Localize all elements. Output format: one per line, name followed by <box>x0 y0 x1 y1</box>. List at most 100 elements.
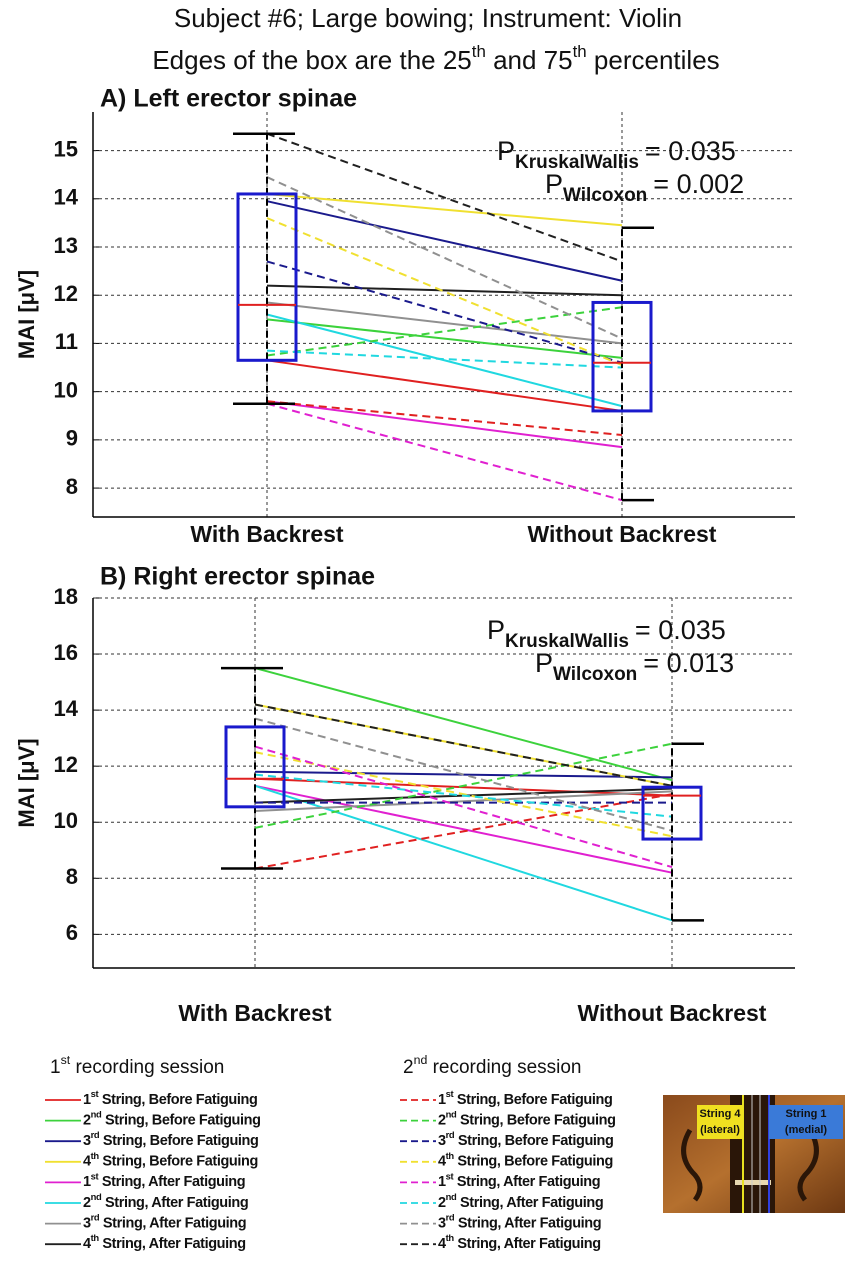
y-tick-label: 14 <box>54 185 79 210</box>
series-line <box>266 132 623 263</box>
superscript: nd <box>414 1053 428 1067</box>
y-tick-label: 6 <box>66 920 78 945</box>
panel-title: B) Right erector spinae <box>100 563 375 591</box>
y-tick-label: 12 <box>54 752 78 777</box>
stat-value: = 0.035 <box>645 136 736 166</box>
box <box>591 300 653 413</box>
superscript: nd <box>91 1109 102 1120</box>
violin-image: String 4 (lateral) String 1 (medial) <box>663 1095 845 1213</box>
legend-heading: 1st recording session <box>50 1053 224 1078</box>
main-title: Subject #6; Large bowing; Instrument: Vi… <box>174 3 682 33</box>
superscript: st <box>446 1088 455 1099</box>
stat-subscript: Wilcoxon <box>563 185 647 206</box>
y-tick-label: 13 <box>54 233 78 258</box>
series-line <box>266 200 623 282</box>
label-box <box>697 1105 743 1139</box>
stat-subscript: KruskalWallis <box>515 152 639 173</box>
y-tick-label: 8 <box>66 474 78 499</box>
image-label: (medial) <box>785 1124 828 1136</box>
superscript: th <box>91 1232 100 1243</box>
series-line <box>254 784 673 922</box>
stat-subscript: Wilcoxon <box>553 664 637 685</box>
x-tick-label: With Backrest <box>178 1000 332 1026</box>
series-line <box>254 777 673 797</box>
superscript: th <box>573 42 587 61</box>
legend-entry: 4th String, After Fatiguing <box>438 1232 601 1252</box>
y-tick-label: 16 <box>54 640 78 665</box>
superscript: st <box>91 1170 100 1181</box>
panel-title: A) Left erector spinae <box>100 85 357 113</box>
legend-entry: 1st String, Before Fatiguing <box>83 1088 257 1108</box>
legend-entry: 1st String, Before Fatiguing <box>438 1088 612 1108</box>
series-line <box>266 306 623 357</box>
series-line <box>254 784 673 874</box>
stat-value: = 0.013 <box>643 648 734 678</box>
superscript: th <box>91 1150 100 1161</box>
superscript: st <box>446 1170 455 1181</box>
legend-entry: 2nd String, Before Fatiguing <box>83 1109 261 1129</box>
x-tick-label: Without Backrest <box>578 1000 767 1026</box>
legend-entry: 1st String, After Fatiguing <box>438 1170 600 1190</box>
legend-entry: 3rd String, Before Fatiguing <box>83 1129 258 1149</box>
legend-entry: 1st String, After Fatiguing <box>83 1170 245 1190</box>
y-tick-label: 12 <box>54 281 78 306</box>
y-axis-label: MAI [μV] <box>14 270 39 359</box>
series-line <box>266 400 623 437</box>
legend-entry: 4th String, Before Fatiguing <box>83 1150 258 1170</box>
series-line <box>266 284 623 297</box>
superscript: rd <box>91 1212 100 1223</box>
superscript: th <box>446 1150 455 1161</box>
legend-heading: 2nd recording session <box>403 1053 582 1078</box>
superscript: st <box>91 1088 100 1099</box>
y-tick-label: 18 <box>54 584 78 609</box>
y-tick-label: 9 <box>66 426 78 451</box>
superscript: nd <box>91 1191 102 1202</box>
stat-symbol: P <box>535 648 553 678</box>
stat: PKruskalWallis = 0.035 <box>487 615 726 652</box>
x-tick-label: Without Backrest <box>528 521 717 547</box>
superscript: st <box>61 1053 71 1067</box>
superscript: th <box>446 1232 455 1243</box>
stat-value: = 0.002 <box>653 169 744 199</box>
superscript: rd <box>91 1129 100 1140</box>
stat-subscript: KruskalWallis <box>505 631 629 652</box>
main-subtitle: Edges of the box are the 25th and 75th p… <box>152 42 719 75</box>
y-tick-label: 14 <box>54 696 79 721</box>
stat-symbol: P <box>545 169 563 199</box>
series-line <box>254 793 673 870</box>
series-line <box>266 318 623 359</box>
y-tick-label: 15 <box>54 136 78 161</box>
superscript: nd <box>446 1191 457 1202</box>
legend-entry: 4th String, After Fatiguing <box>83 1232 246 1252</box>
box <box>236 192 298 362</box>
legend-entry: 2nd String, Before Fatiguing <box>438 1109 616 1129</box>
stat: PWilcoxon = 0.013 <box>535 648 734 685</box>
series-line <box>266 359 623 412</box>
legend-entry: 4th String, Before Fatiguing <box>438 1150 613 1170</box>
series-line <box>254 717 673 832</box>
series-line <box>254 703 673 787</box>
y-tick-label: 8 <box>66 864 78 889</box>
series-line <box>266 260 623 364</box>
box <box>224 725 286 809</box>
image-label: String 4 <box>700 1108 742 1120</box>
stat-value: = 0.035 <box>635 615 726 645</box>
x-tick-label: With Backrest <box>190 521 344 547</box>
bridge <box>735 1180 771 1185</box>
stat-symbol: P <box>497 136 515 166</box>
superscript: th <box>472 42 486 61</box>
y-tick-label: 11 <box>55 329 78 354</box>
label-box <box>769 1105 843 1139</box>
superscript: nd <box>446 1109 457 1120</box>
y-tick-label: 10 <box>54 377 78 402</box>
series-line <box>254 742 673 829</box>
superscript: rd <box>446 1212 455 1223</box>
series-line <box>266 192 623 227</box>
series-line <box>266 176 623 340</box>
legend-entry: 3rd String, After Fatiguing <box>83 1212 246 1232</box>
stat: PKruskalWallis = 0.035 <box>497 136 736 173</box>
series-line <box>266 349 623 369</box>
legend-entry: 3rd String, After Fatiguing <box>438 1212 601 1232</box>
